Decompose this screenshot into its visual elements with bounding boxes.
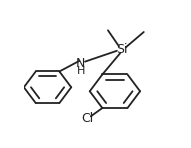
Text: N: N bbox=[76, 57, 86, 70]
Text: Si: Si bbox=[116, 43, 127, 56]
Text: Cl: Cl bbox=[81, 112, 94, 125]
Text: H: H bbox=[77, 66, 85, 76]
